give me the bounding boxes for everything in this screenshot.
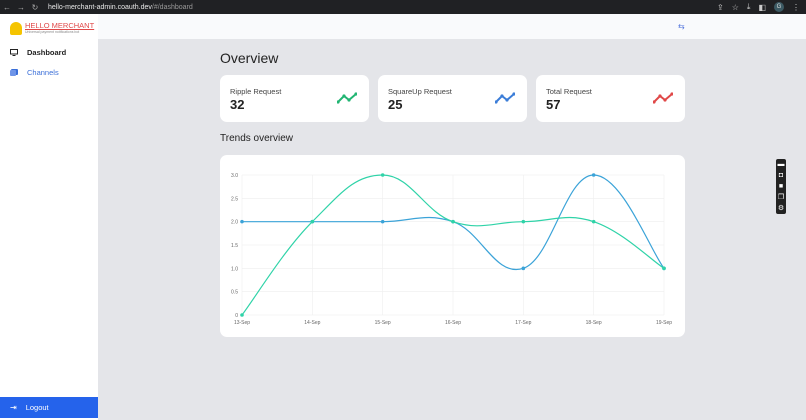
stat-label: SquareUp Request	[388, 87, 452, 96]
data-point	[451, 219, 455, 224]
y-tick-label: 2.0	[231, 220, 238, 226]
settings-icon[interactable]: ⚙	[777, 205, 785, 212]
sidebar-item-channels[interactable]: Channels	[10, 68, 59, 77]
data-point	[521, 266, 526, 271]
data-point	[591, 219, 596, 224]
y-tick-label: 3.0	[231, 173, 238, 179]
data-point	[662, 266, 666, 271]
screen-recorder-toolbar: ▬ ◘ ■ ❐ ⚙	[776, 159, 786, 214]
forward-icon[interactable]: →	[17, 2, 25, 12]
stat-value: 25	[388, 97, 403, 112]
sidebar-item-label: Dashboard	[27, 48, 67, 57]
y-tick-label: 2.5	[231, 196, 238, 202]
series-line-0	[242, 174, 665, 271]
sidepanel-icon[interactable]: ◧	[758, 2, 766, 12]
y-tick-label: 0.5	[231, 290, 238, 296]
brand-name: HELLO MERCHANT	[25, 21, 95, 30]
data-point	[380, 219, 385, 224]
monitor-icon	[10, 49, 18, 56]
x-tick-label: 14-Sep	[304, 320, 320, 326]
trend-icon	[495, 92, 515, 104]
reload-icon[interactable]: ↻	[31, 2, 39, 12]
data-point	[591, 173, 596, 177]
trends-chart: 0 0.5 1.0 1.5 2.0 2.5 3.0 13-Sep 14-Sep 15-Sep 16-…	[231, 173, 672, 326]
data-point	[240, 219, 244, 224]
browser-bar: ← → ↻ hello-merchant-admin.coauth.dev/#/…	[0, 0, 806, 14]
logo[interactable]: HELLO MERCHANT Universal payment notifica…	[10, 22, 94, 35]
brand-tagline: Universal payment notifications bot	[25, 30, 80, 34]
share-icon[interactable]: ⇪	[717, 2, 724, 12]
y-tick-label: 0	[235, 313, 238, 319]
trend-icon	[337, 92, 357, 104]
x-tick-label: 19-Sep	[656, 320, 672, 326]
x-tick-label: 16-Sep	[445, 320, 461, 326]
x-tick-label: 13-Sep	[234, 320, 250, 326]
x-tick-label: 15-Sep	[375, 320, 391, 326]
stat-label: Total Request	[546, 87, 592, 96]
x-tick-label: 18-Sep	[586, 320, 602, 326]
video-icon[interactable]: ■	[778, 183, 784, 190]
window-icon[interactable]: ❐	[777, 194, 785, 201]
stat-value: 32	[230, 97, 245, 112]
star-icon[interactable]: ☆	[731, 2, 739, 12]
url-path: /#/dashboard	[151, 3, 193, 11]
logout-button[interactable]: ⇥ Logout	[0, 397, 98, 418]
trends-title: Trends overview	[220, 133, 293, 144]
sidebar: HELLO MERCHANT Universal payment notifica…	[0, 14, 98, 420]
data-point	[240, 313, 244, 317]
stat-card-squareup: SquareUp Request 25	[378, 75, 527, 122]
logout-icon: ⇥	[10, 403, 17, 412]
stat-card-ripple: Ripple Request 32	[220, 75, 369, 122]
camera-icon[interactable]: ◘	[778, 172, 784, 179]
channels-icon	[10, 69, 18, 76]
y-tick-label: 1.0	[231, 266, 238, 272]
data-point	[380, 173, 385, 177]
y-tick-label: 1.5	[231, 243, 238, 249]
stat-label: Ripple Request	[230, 87, 282, 96]
stat-card-total: Total Request 57	[536, 75, 685, 122]
url-host: hello-merchant-admin.coauth.dev	[48, 3, 152, 11]
sidebar-item-label: Channels	[27, 68, 59, 77]
stat-value: 57	[546, 97, 561, 112]
data-point	[521, 219, 526, 224]
logout-label: Logout	[25, 403, 49, 412]
back-icon[interactable]: ←	[3, 2, 11, 12]
address-bar[interactable]: hello-merchant-admin.coauth.dev/#/dashbo…	[48, 4, 193, 11]
data-point	[310, 219, 315, 224]
avatar[interactable]: G	[774, 2, 784, 12]
sidebar-item-dashboard[interactable]: Dashboard	[10, 48, 66, 57]
download-icon[interactable]: ⤓	[746, 2, 751, 11]
page-title: Overview	[220, 50, 279, 66]
trends-chart-card: 0 0.5 1.0 1.5 2.0 2.5 3.0 13-Sep 14-Sep 15-Sep 16-…	[220, 155, 685, 337]
trend-icon	[653, 92, 673, 104]
menu-icon[interactable]: ⋮	[792, 2, 800, 12]
top-header: ⇆	[0, 14, 806, 39]
collapse-icon[interactable]: ▬	[777, 161, 785, 168]
translate-icon[interactable]: ⇆	[678, 22, 685, 31]
bell-icon	[10, 22, 22, 35]
x-tick-label: 17-Sep	[515, 320, 531, 326]
